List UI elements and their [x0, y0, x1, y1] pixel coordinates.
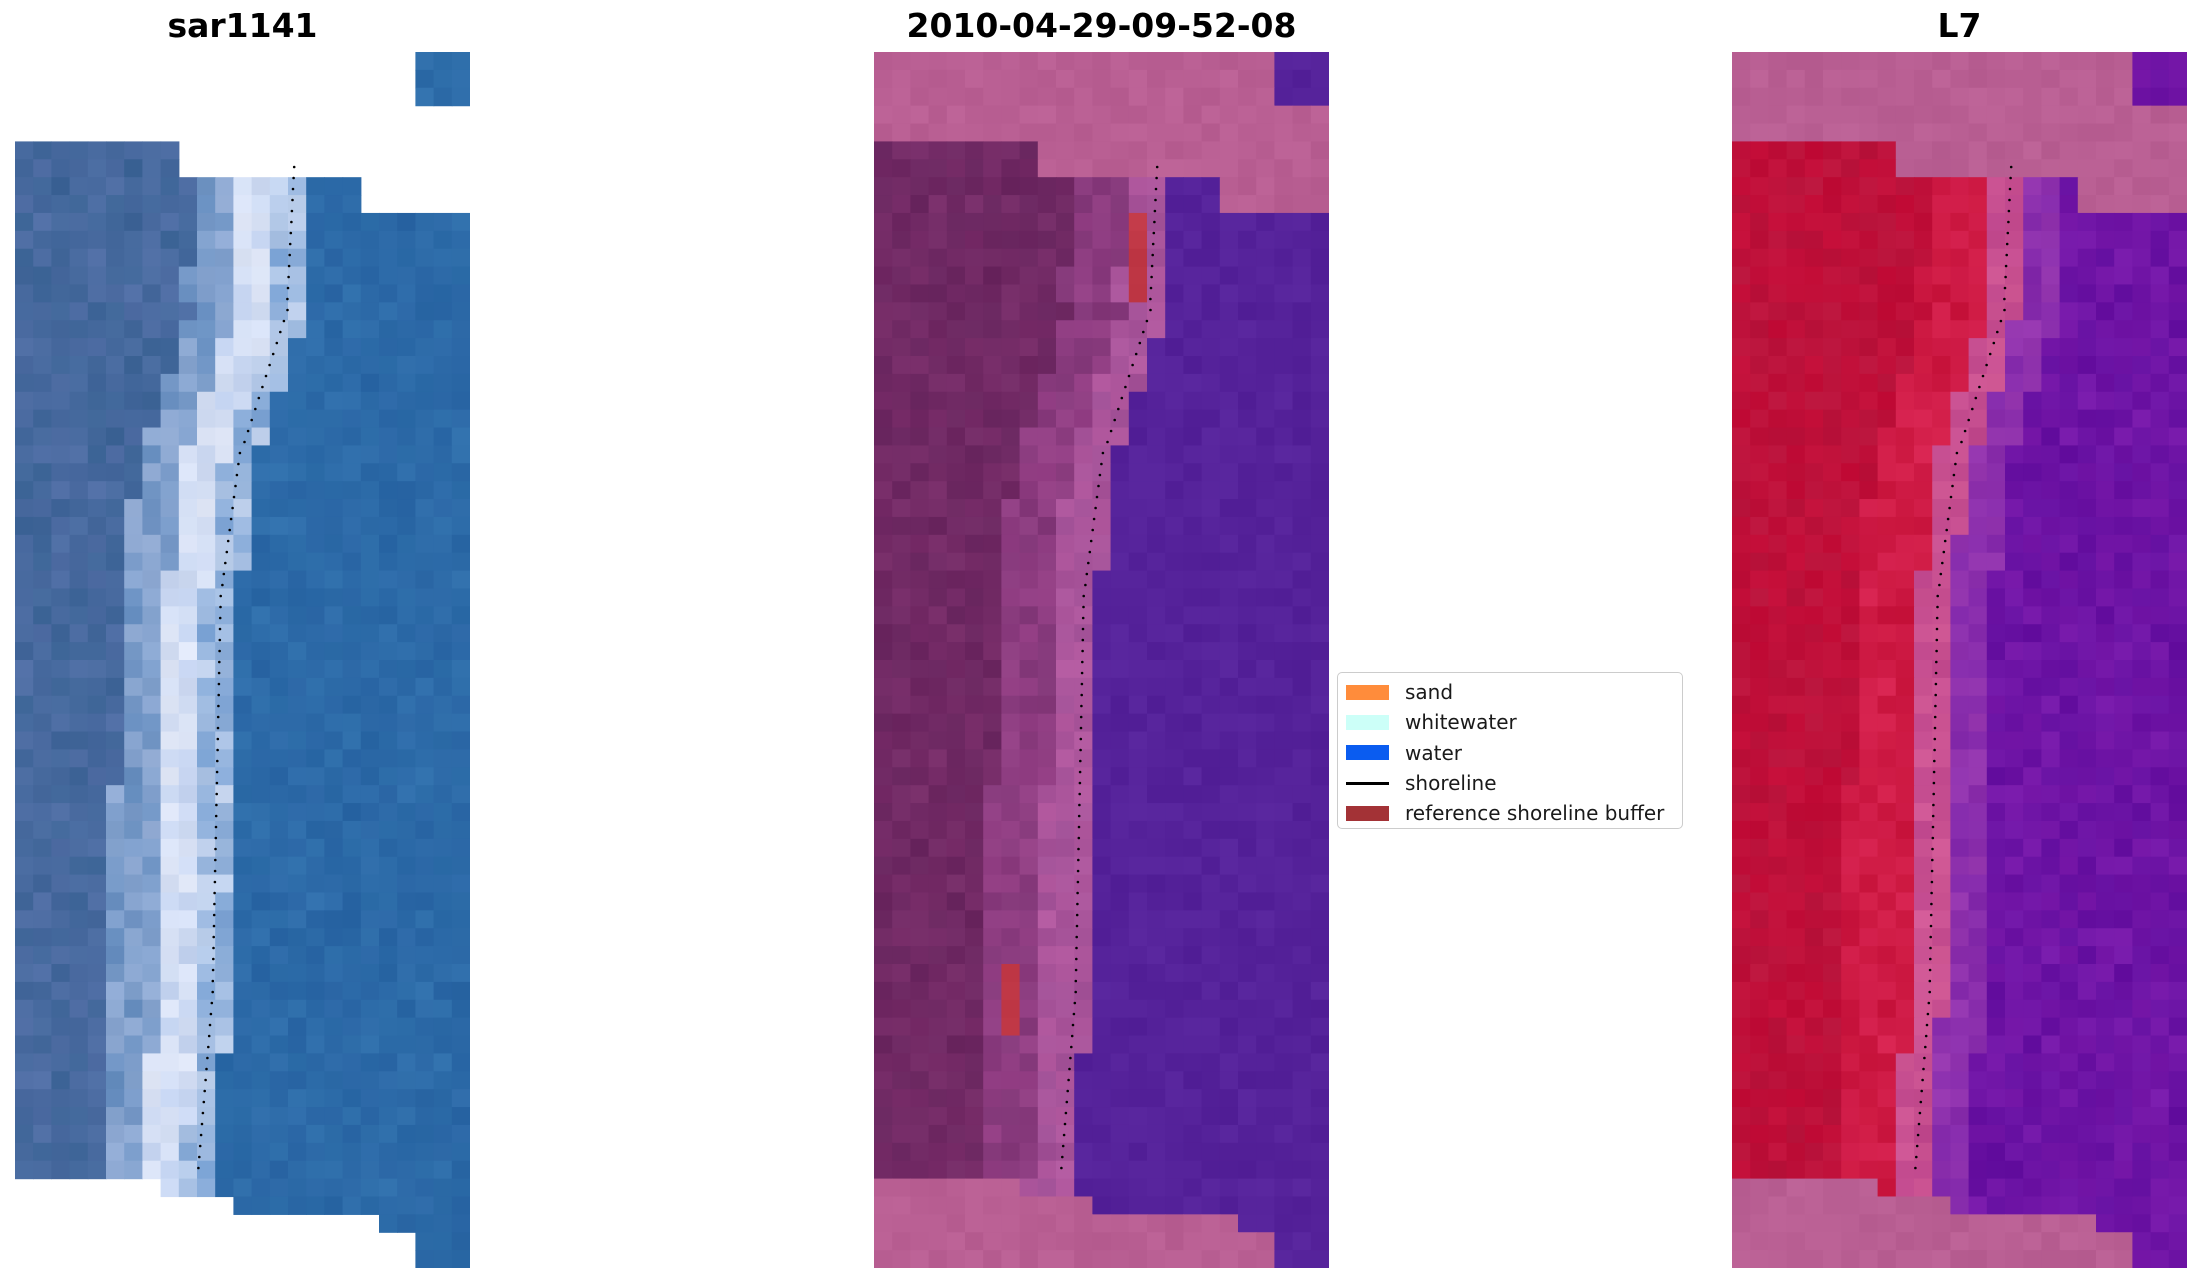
- panel-title-mndwi: L7: [1937, 6, 1982, 45]
- legend-item-whitewater: whitewater: [1346, 707, 1682, 737]
- legend-item-reference-buffer: reference shoreline buffer: [1346, 798, 1682, 828]
- legend: sand whitewater water shoreline referenc…: [1337, 672, 1683, 829]
- legend-label-sand: sand: [1405, 680, 1454, 705]
- legend-swatch-whitewater: [1346, 714, 1389, 730]
- legend-item-water: water: [1346, 738, 1682, 768]
- panel-title-rgb: sar1141: [167, 6, 318, 45]
- legend-swatch-water: [1346, 745, 1389, 761]
- legend-label-water: water: [1405, 740, 1462, 765]
- legend-swatch-shoreline: [1346, 781, 1389, 785]
- legend-item-shoreline: shoreline: [1346, 768, 1682, 798]
- legend-swatch-sand: [1346, 684, 1389, 700]
- classified-image-panel: [874, 52, 1329, 1268]
- rgb-image-panel: [15, 52, 470, 1268]
- legend-swatch-reference-buffer: [1346, 805, 1389, 821]
- legend-label-reference-buffer: reference shoreline buffer: [1405, 801, 1665, 826]
- legend-item-sand: sand: [1346, 677, 1682, 707]
- panel-title-classified: 2010-04-29-09-52-08: [906, 6, 1297, 45]
- legend-label-shoreline: shoreline: [1405, 771, 1497, 796]
- mndwi-image-panel: [1732, 52, 2187, 1268]
- legend-label-whitewater: whitewater: [1405, 710, 1517, 735]
